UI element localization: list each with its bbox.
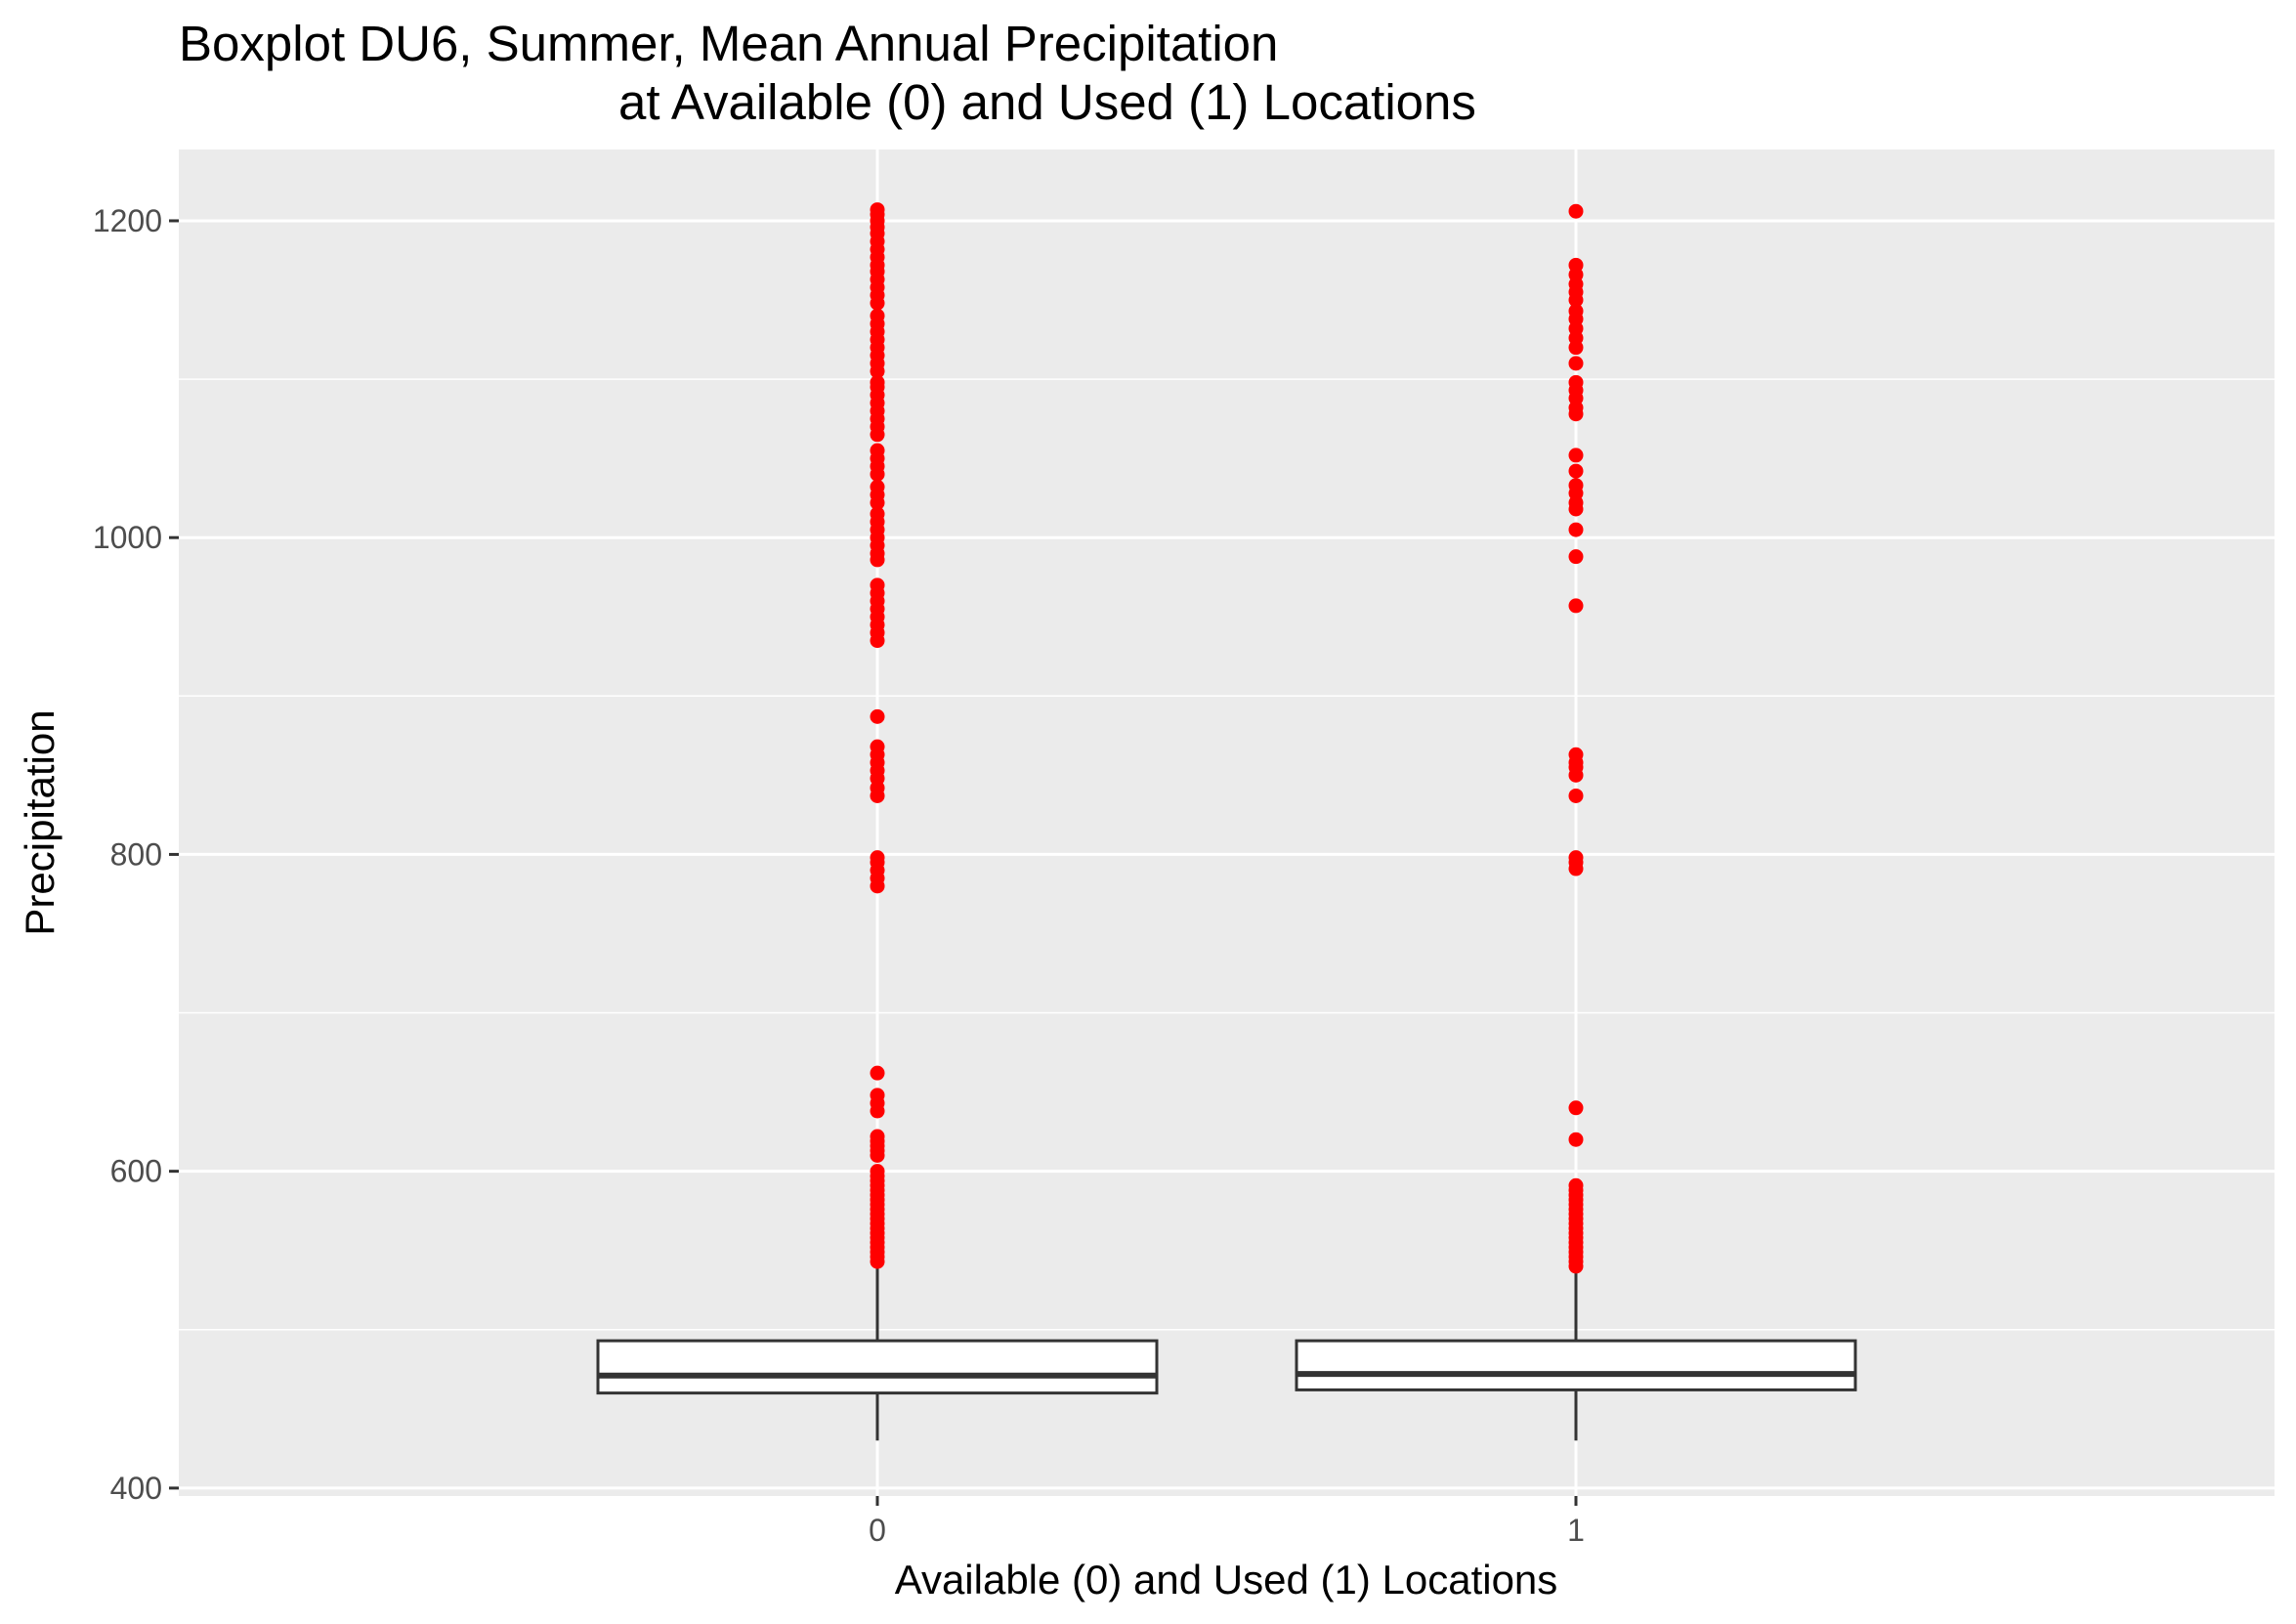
y-tick-label: 400	[110, 1471, 162, 1506]
outlier-point	[1568, 1177, 1584, 1193]
outlier-point	[1568, 448, 1584, 463]
outlier-point	[1568, 374, 1584, 390]
outlier-point	[1568, 850, 1584, 866]
x-axis-title: Available (0) and Used (1) Locations	[895, 1557, 1558, 1603]
outliers	[870, 202, 1584, 1274]
outlier-point	[870, 479, 885, 494]
outlier-point	[1568, 598, 1584, 614]
outlier-point	[870, 443, 885, 458]
box-group-1	[1295, 1269, 1857, 1441]
outlier-point	[870, 506, 885, 522]
box-iqr	[596, 1339, 1159, 1395]
box-iqr	[1295, 1339, 1857, 1391]
y-axis: 400 600 800 1000 1200	[93, 203, 179, 1506]
outlier-point	[1568, 522, 1584, 537]
outlier-point	[870, 1129, 885, 1144]
outlier-point	[870, 1164, 885, 1179]
outlier-point	[870, 708, 885, 724]
outlier-point	[1568, 203, 1584, 219]
x-tick-label: 1	[1567, 1513, 1585, 1548]
outlier-point	[1568, 356, 1584, 371]
outlier-point	[1568, 788, 1584, 803]
outlier-point	[1568, 463, 1584, 479]
y-tick-label: 800	[110, 836, 162, 872]
y-axis-title: Precipitation	[17, 709, 63, 935]
outlier-point	[870, 739, 885, 754]
outlier-point	[1568, 257, 1584, 273]
x-tick-label: 0	[869, 1513, 886, 1548]
outlier-point	[1568, 303, 1584, 319]
outlier-point	[870, 1088, 885, 1103]
outlier-point	[870, 850, 885, 866]
y-tick-label: 1200	[93, 203, 162, 238]
grid-minor	[179, 378, 2275, 1331]
boxes	[596, 1265, 1857, 1441]
plot-panel	[179, 150, 2275, 1496]
chart-title: Boxplot DU6, Summer, Mean Annual Precipi…	[179, 16, 1278, 71]
outlier-point	[870, 308, 885, 323]
outlier-point	[870, 374, 885, 390]
y-tick-label: 600	[110, 1154, 162, 1189]
outlier-point	[1568, 549, 1584, 565]
outlier-point	[1568, 1132, 1584, 1147]
outlier-point	[1568, 747, 1584, 762]
chart-subtitle: at Available (0) and Used (1) Locations	[618, 74, 1476, 130]
outlier-point	[870, 1065, 885, 1081]
box-group-0	[596, 1265, 1159, 1441]
outlier-point	[1568, 478, 1584, 493]
outlier-point	[870, 577, 885, 593]
y-tick-label: 1000	[93, 520, 162, 555]
outlier-point	[870, 202, 885, 218]
outlier-point	[1568, 1100, 1584, 1116]
